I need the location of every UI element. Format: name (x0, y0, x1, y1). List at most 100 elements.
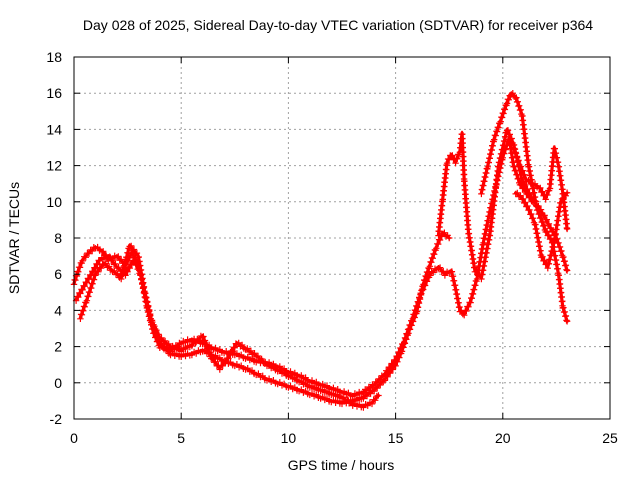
data-point (302, 374, 309, 381)
data-point (459, 310, 466, 318)
data-point (254, 352, 262, 360)
data-point (122, 258, 129, 265)
data-point (83, 279, 91, 286)
data-point (433, 245, 440, 252)
data-point (539, 218, 546, 225)
data-point (372, 397, 379, 404)
data-point (251, 350, 258, 357)
data-point (81, 303, 88, 310)
data-point (562, 192, 569, 199)
data-point (511, 145, 518, 152)
data-point (429, 255, 436, 262)
data-point (209, 354, 216, 362)
data-point (76, 264, 84, 271)
data-point (360, 404, 367, 411)
data-point (436, 236, 444, 244)
data-point (560, 253, 567, 261)
data-point (178, 348, 185, 355)
x-tick-label: 10 (281, 430, 297, 446)
y-tick-label: 14 (46, 121, 62, 137)
data-point (556, 243, 564, 251)
data-point (381, 377, 389, 384)
data-point (521, 171, 528, 178)
data-point (539, 188, 546, 195)
data-point (563, 267, 571, 274)
data-point (529, 215, 537, 222)
data-point (86, 289, 93, 296)
data-point (106, 263, 113, 270)
data-point (367, 385, 374, 392)
data-point (392, 357, 399, 364)
data-point (133, 249, 141, 257)
data-point (83, 297, 91, 304)
data-point (81, 283, 88, 290)
data-point (508, 135, 515, 142)
data-point (229, 348, 236, 355)
data-point (421, 282, 429, 289)
data-point (98, 265, 105, 272)
data-point (367, 390, 374, 397)
data-point (90, 276, 98, 283)
data-point (416, 294, 424, 301)
data-point (85, 293, 92, 300)
data-point (420, 286, 427, 293)
data-point (394, 353, 401, 360)
data-point (368, 400, 376, 408)
x-tick-label: 25 (602, 430, 618, 446)
x-tick-label: 5 (177, 430, 185, 446)
data-series (70, 90, 571, 411)
data-point (537, 214, 545, 221)
data-point (396, 349, 403, 356)
data-point (216, 366, 223, 373)
data-point (298, 372, 305, 379)
data-point (375, 375, 382, 382)
data-point (287, 372, 294, 379)
data-point (509, 90, 516, 97)
axis-ticks: 0 5 10 15 20 25 -2 0 2 4 6 8 10 12 14 16 18 (46, 49, 618, 446)
series-2 (72, 136, 537, 400)
data-point (364, 402, 371, 409)
data-point (404, 330, 411, 337)
data-point (128, 242, 135, 250)
series-3 (77, 242, 382, 411)
data-point (72, 277, 79, 284)
data-point (498, 114, 506, 121)
data-point (412, 307, 419, 314)
data-point (116, 257, 123, 264)
data-point (443, 160, 451, 167)
data-point (75, 293, 82, 301)
data-point (503, 100, 511, 107)
data-point (526, 206, 533, 214)
data-point (206, 349, 213, 356)
data-point (259, 372, 266, 379)
data-point (262, 358, 269, 366)
data-point (449, 152, 456, 159)
data-point (235, 339, 242, 347)
data-point (452, 160, 459, 167)
data-point (544, 265, 551, 272)
data-point (188, 342, 196, 350)
series-7 (512, 189, 571, 272)
data-point (506, 131, 513, 138)
data-point (126, 265, 133, 272)
data-point (524, 202, 531, 210)
x-tick-label: 20 (495, 430, 511, 446)
data-point (542, 196, 549, 203)
x-tick-label: 0 (70, 430, 78, 446)
data-point (124, 268, 131, 275)
data-point (563, 189, 571, 196)
data-point (500, 110, 507, 117)
data-point (491, 136, 498, 143)
data-point (558, 247, 565, 255)
data-point (543, 216, 550, 223)
data-point (465, 303, 472, 310)
data-point (501, 106, 509, 113)
series-4 (435, 127, 571, 283)
data-point (522, 181, 529, 189)
data-point (114, 270, 121, 277)
data-point (436, 264, 444, 271)
data-point (374, 379, 381, 386)
data-point (363, 387, 371, 394)
data-point (525, 176, 532, 184)
